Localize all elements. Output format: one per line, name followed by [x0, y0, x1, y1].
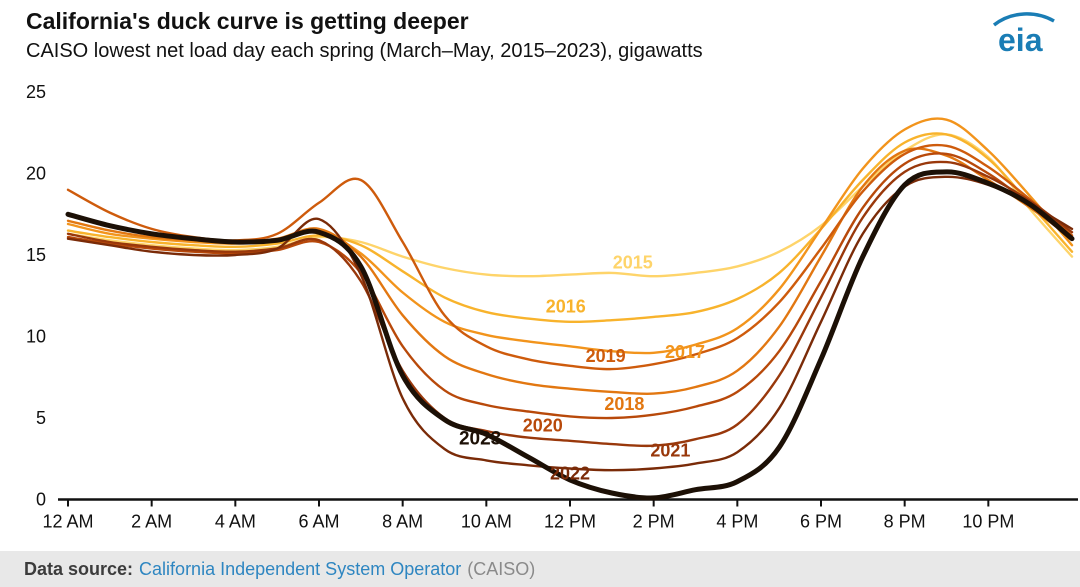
series-label-2021: 2021 [650, 441, 690, 461]
footer-suffix: (CAISO) [467, 558, 536, 579]
x-tick-label: 6 PM [800, 512, 842, 532]
data-source-label: Data source: [24, 558, 134, 579]
series-line-2020 [66, 152, 1074, 420]
series-line-2017 [66, 117, 1074, 355]
x-tick-label: 6 AM [298, 512, 339, 532]
x-tick-label: 4 AM [215, 512, 256, 532]
x-tick-label: 12 PM [544, 512, 596, 532]
series-line-2022 [66, 175, 1074, 472]
x-tick-label: 8 AM [382, 512, 423, 532]
y-tick-label: 15 [26, 245, 46, 265]
footer-link[interactable]: California Independent System Operator [139, 558, 462, 579]
x-tick-label: 2 PM [633, 512, 675, 532]
series-line-2018 [66, 147, 1074, 395]
series-label-2023: 2023 [459, 428, 501, 449]
x-tick-label: 12 AM [42, 512, 93, 532]
eia-logo-text: eia [998, 22, 1043, 58]
series-label-2020: 2020 [523, 415, 563, 435]
series-label-2022: 2022 [550, 463, 590, 483]
series-label-2019: 2019 [586, 346, 626, 366]
x-tick-label: 10 AM [461, 512, 512, 532]
y-tick-label: 10 [26, 327, 46, 347]
series-label-2016: 2016 [546, 296, 586, 316]
x-tick-label: 8 PM [884, 512, 926, 532]
series-label-2017: 2017 [665, 342, 705, 362]
page-title: California's duck curve is getting deepe… [26, 8, 469, 34]
y-tick-label: 25 [26, 82, 46, 102]
eia-logo-swoosh-icon [992, 12, 1055, 27]
series-label-2015: 2015 [613, 252, 653, 272]
series-line-2016 [66, 132, 1074, 324]
series-line-2021 [66, 160, 1074, 448]
page-subtitle: CAISO lowest net load day each spring (M… [26, 40, 703, 62]
footer: Data source: California Independent Syst… [0, 551, 1080, 587]
eia-logo: eia [986, 8, 1062, 58]
y-tick-label: 5 [36, 408, 46, 428]
duck-curve-chart: 12 AM 2 AM 4 AM 6 AM 8 AM 10 AM 12 PM 2 PM 4 PM 6… [26, 82, 1078, 532]
y-tick-label: 0 [36, 490, 46, 510]
x-tick-label: 10 PM [962, 512, 1014, 532]
x-tick-label: 4 PM [716, 512, 758, 532]
series-label-2018: 2018 [604, 394, 644, 414]
y-tick-label: 20 [26, 164, 46, 184]
series-line-2023 [65, 169, 1075, 501]
x-tick-label: 2 AM [131, 512, 172, 532]
